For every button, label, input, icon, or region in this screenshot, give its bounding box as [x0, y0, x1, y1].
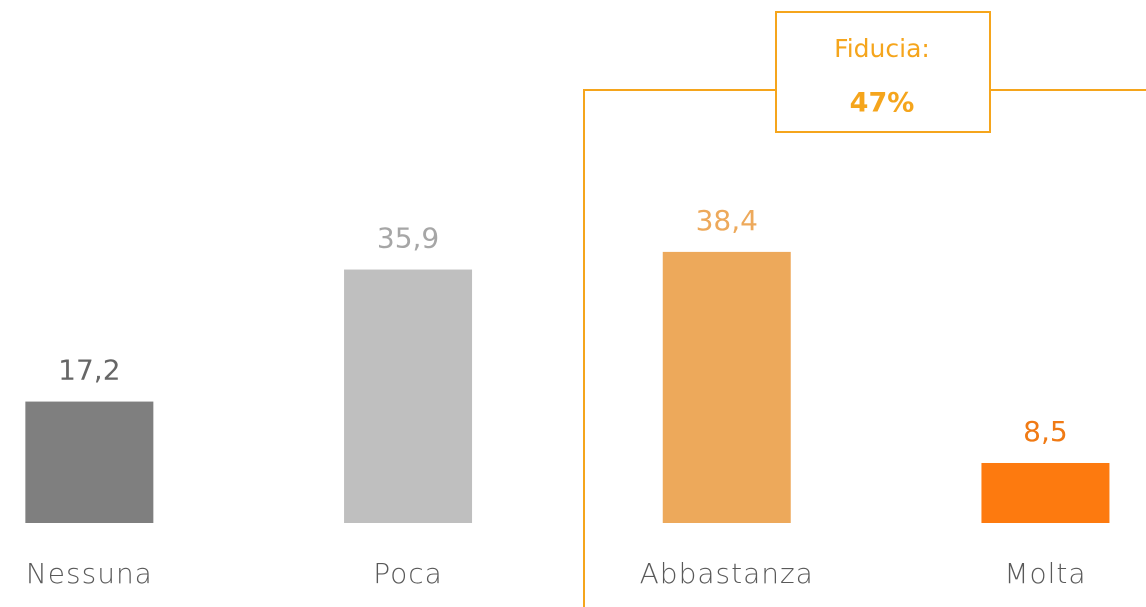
bar	[344, 269, 473, 523]
bracket-left	[583, 89, 776, 607]
value-label: 8,5	[1023, 415, 1068, 448]
value-label: 38,4	[696, 204, 758, 237]
value-label: 17,2	[58, 354, 120, 387]
x-tick-label: Molta	[1004, 557, 1086, 590]
bar	[25, 401, 154, 523]
annotation-text: 47%	[850, 88, 915, 119]
annotation-title: Fiducia:	[834, 34, 930, 63]
bar	[662, 251, 791, 523]
x-tick-label: Abbastanza	[640, 557, 814, 590]
x-tick-label: Nessuna	[26, 557, 153, 590]
value-label: 35,9	[377, 222, 439, 255]
x-tick-label: Poca	[373, 557, 443, 590]
annotation-box	[775, 11, 991, 133]
bar	[981, 462, 1110, 523]
